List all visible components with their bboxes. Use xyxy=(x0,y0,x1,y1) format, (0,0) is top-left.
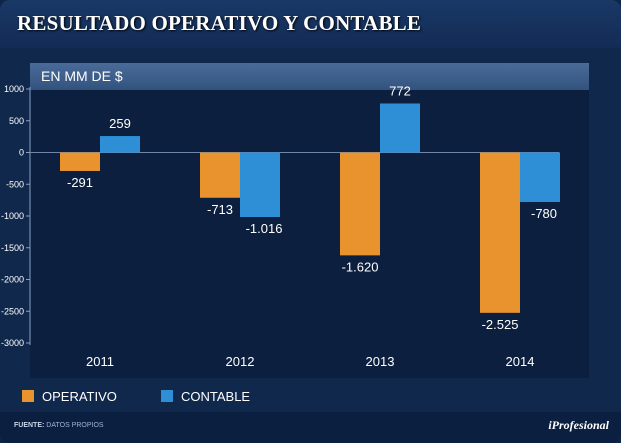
data-label-operativo-2014: -2.525 xyxy=(482,317,519,332)
source-label: FUENTE: xyxy=(14,422,45,429)
x-tick-label-2011: 2011 xyxy=(86,354,114,369)
brand-logo: iProfesional xyxy=(548,418,609,432)
bar-contable-2012 xyxy=(240,152,280,218)
data-label-contable-2014: -780 xyxy=(531,206,557,221)
legend-item-operativo: OPERATIVO xyxy=(22,388,117,404)
source-value: DATOS PROPIOS xyxy=(46,422,104,429)
unit-bar xyxy=(30,63,589,90)
legend-swatch-contable xyxy=(161,390,173,402)
title-bar xyxy=(0,0,621,48)
bar-operativo-2014 xyxy=(480,152,520,313)
data-label-operativo-2011: -291 xyxy=(67,175,93,190)
bar-operativo-2013 xyxy=(340,152,380,256)
x-tick-label-2013: 2013 xyxy=(366,354,395,369)
legend-item-contable: CONTABLE xyxy=(161,388,250,404)
legend-label-operativo: OPERATIVO xyxy=(42,388,117,404)
y-tick-label: -500 xyxy=(6,179,24,189)
unit-label: EN MM DE $ xyxy=(41,68,123,84)
x-tick-label-2014: 2014 xyxy=(506,354,535,369)
x-tick-label-2012: 2012 xyxy=(226,354,255,369)
data-label-operativo-2012: -713 xyxy=(207,202,233,217)
y-tick-label: 1000 xyxy=(4,84,24,94)
bar-contable-2013 xyxy=(380,103,420,153)
footer-bar xyxy=(0,412,621,443)
bar-contable-2011 xyxy=(100,136,140,153)
data-label-operativo-2013: -1.620 xyxy=(342,259,379,274)
data-label-contable-2012: -1.016 xyxy=(246,221,283,236)
bar-operativo-2011 xyxy=(60,152,100,171)
y-tick-label: -2000 xyxy=(1,275,24,285)
y-tick-label: -2500 xyxy=(1,306,24,316)
source-note: FUENTE: DATOS PROPIOS xyxy=(14,422,104,429)
legend-label-contable: CONTABLE xyxy=(181,388,251,404)
y-tick-label: 0 xyxy=(19,148,24,158)
bar-contable-2014 xyxy=(520,152,560,203)
y-tick-label: 500 xyxy=(9,116,24,126)
chart-title: RESULTADO OPERATIVO Y CONTABLE xyxy=(17,11,422,35)
legend-swatch-operativo xyxy=(22,390,34,402)
y-tick-label: -1000 xyxy=(1,211,24,221)
data-label-contable-2013: 772 xyxy=(389,83,411,98)
y-tick-label: -3000 xyxy=(1,338,24,348)
data-label-contable-2011: 259 xyxy=(109,116,131,131)
bar-operativo-2012 xyxy=(200,152,240,198)
y-tick-label: -1500 xyxy=(1,243,24,253)
